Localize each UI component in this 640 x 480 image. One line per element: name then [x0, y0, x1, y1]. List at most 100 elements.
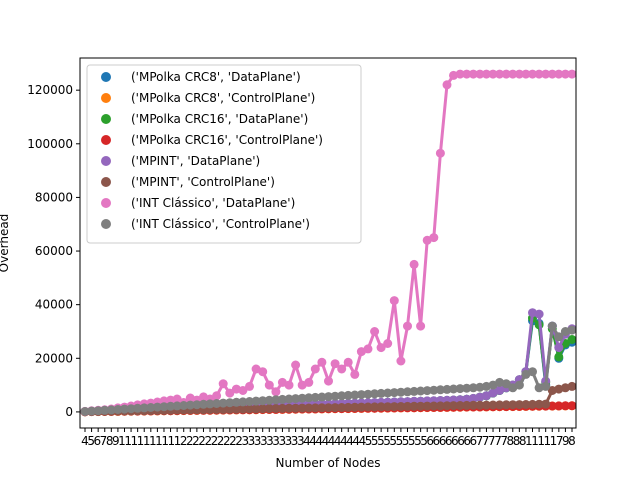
x-tick-label: 2 [186, 434, 194, 448]
data-point [317, 357, 327, 367]
data-point [264, 380, 274, 390]
data-point [277, 403, 287, 413]
data-point [297, 403, 307, 413]
data-point [251, 404, 261, 414]
data-point [205, 399, 215, 409]
x-tick-label: 5 [87, 434, 95, 448]
data-point [429, 233, 439, 243]
x-tick-label: 1 [118, 434, 126, 448]
data-point [238, 397, 248, 407]
data-point [291, 403, 301, 413]
x-tick-label: 5 [377, 434, 385, 448]
data-point [554, 69, 564, 79]
data-point [534, 309, 544, 319]
x-tick-label: 3 [278, 434, 286, 448]
data-point [442, 384, 452, 394]
data-point [554, 343, 564, 353]
y-tick-label: 40000 [35, 298, 73, 312]
x-tick-label: 4 [315, 434, 323, 448]
data-point [225, 404, 235, 414]
data-point [80, 407, 90, 416]
data-point [488, 400, 498, 410]
data-point [245, 404, 254, 414]
data-point [199, 399, 208, 409]
x-tick-label: 5 [365, 434, 373, 448]
data-point [567, 325, 577, 335]
data-point [146, 403, 156, 412]
data-point [324, 376, 333, 386]
data-point [172, 401, 182, 411]
data-point [547, 69, 557, 79]
x-tick-label: 2 [235, 434, 243, 448]
y-tick-label: 0 [65, 405, 73, 419]
data-point [495, 400, 505, 410]
data-point [389, 296, 399, 306]
x-tick-label: 6 [463, 434, 471, 448]
x-tick-label: 1 [143, 434, 151, 448]
data-point [409, 259, 419, 269]
data-point [389, 402, 399, 412]
x-tick-label: 8 [106, 434, 114, 448]
x-tick-label: 4 [352, 434, 360, 448]
data-point [389, 388, 399, 398]
data-point [534, 399, 544, 409]
data-point [429, 385, 439, 395]
data-point [514, 69, 524, 79]
data-point [468, 400, 478, 410]
data-point [501, 69, 511, 79]
x-tick-label: 7 [488, 434, 496, 448]
data-point [258, 404, 268, 414]
x-tick-label: 1 [149, 434, 157, 448]
data-point [337, 364, 347, 374]
legend-marker [101, 72, 111, 82]
data-point [528, 367, 537, 377]
y-tick-label: 20000 [35, 351, 73, 365]
data-point [350, 402, 360, 412]
data-point [218, 379, 228, 389]
x-tick-label: 2 [223, 434, 231, 448]
x-tick-label: 3 [248, 434, 256, 448]
data-point [310, 364, 320, 374]
x-tick-label: 2 [192, 434, 200, 448]
data-point [416, 401, 426, 411]
x-tick-label: 1 [174, 434, 182, 448]
data-point [350, 369, 360, 379]
data-point [376, 388, 386, 398]
data-point [152, 402, 162, 412]
data-point [238, 386, 248, 395]
data-point [317, 392, 327, 402]
x-tick-label: 6 [439, 434, 447, 448]
y-axis-label: Overhead [0, 214, 11, 273]
data-point [166, 401, 176, 411]
data-point [435, 401, 445, 411]
x-tick-label: 4 [359, 434, 367, 448]
data-point [370, 389, 380, 399]
data-point [291, 360, 301, 370]
data-point [310, 392, 320, 402]
x-tick-label: 5 [402, 434, 410, 448]
x-tick-label: 8 [519, 434, 527, 448]
data-point [225, 398, 235, 408]
legend-entry: ('MPolka CRC16', 'ControlPlane') [131, 133, 323, 147]
data-point [462, 383, 472, 393]
data-point [310, 403, 320, 413]
data-point [514, 400, 524, 410]
data-point [126, 404, 136, 414]
data-point [231, 404, 241, 414]
x-tick-label: 1 [544, 434, 552, 448]
x-tick-label: 7 [556, 434, 564, 448]
data-point [93, 406, 103, 416]
data-point [172, 394, 182, 404]
x-tick-label: 4 [303, 434, 311, 448]
x-tick-label: 4 [322, 434, 330, 448]
data-point [528, 399, 537, 409]
data-point [100, 405, 110, 415]
data-point [258, 367, 268, 377]
data-point [330, 403, 340, 413]
data-point [87, 406, 97, 416]
data-point [429, 401, 439, 411]
series-layer [80, 69, 577, 417]
data-point [324, 392, 333, 402]
data-point [343, 357, 353, 367]
